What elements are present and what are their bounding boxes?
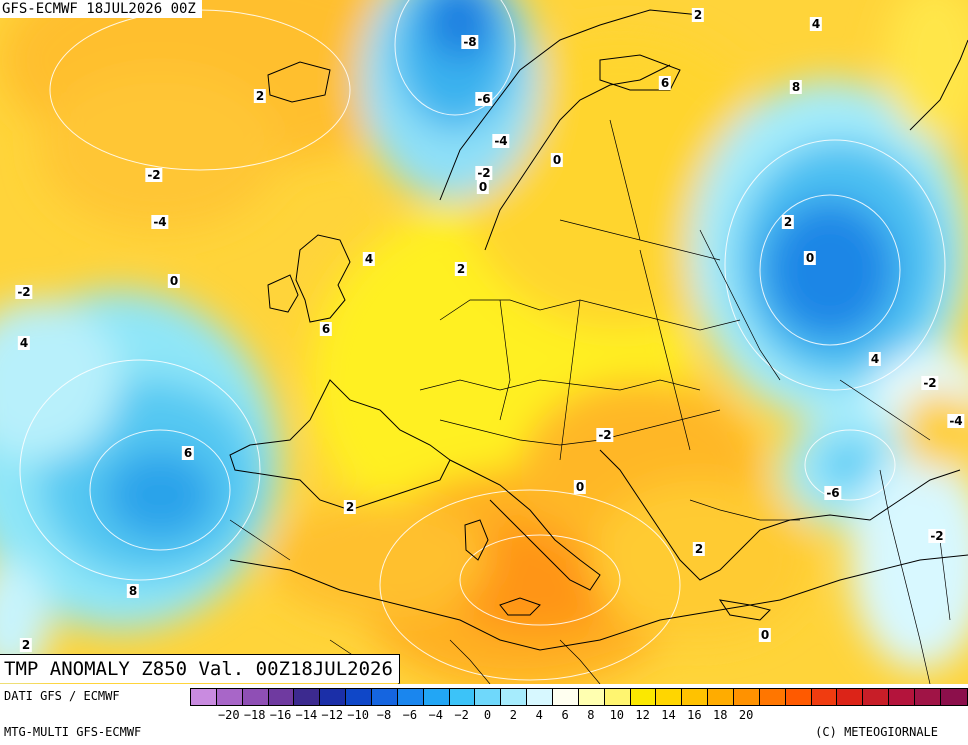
legend-swatch [915, 689, 941, 705]
legend-swatch [940, 689, 967, 705]
legend-tick-label: 16 [687, 708, 702, 722]
legend-swatch [294, 689, 321, 705]
legend-swatch [216, 689, 243, 705]
legend-swatch [604, 689, 631, 705]
legend-tick-label: 4 [535, 708, 543, 722]
contour-label: -2 [15, 285, 33, 299]
contour-label: 0 [803, 251, 817, 265]
contour-label: 4 [362, 252, 376, 266]
contour-label: -2 [921, 376, 939, 390]
legend-swatch [682, 689, 709, 705]
contour-label: 0 [573, 480, 587, 494]
legend-tick-label: 18 [713, 708, 728, 722]
temperature-anomaly-map [0, 0, 968, 684]
anomaly-field [0, 0, 968, 684]
contour-label: 0 [476, 180, 490, 194]
legend-swatch [889, 689, 916, 705]
legend-swatch [527, 689, 554, 705]
legend-tick-label: −14 [295, 708, 318, 722]
legend-swatch [759, 689, 786, 705]
legend-tick-label: −18 [243, 708, 266, 722]
contour-label: -2 [928, 529, 946, 543]
contour-label: -2 [475, 166, 493, 180]
legend-tick-label: −6 [402, 708, 418, 722]
legend-swatch [501, 689, 528, 705]
product-label: MTG-MULTI GFS-ECMWF [4, 725, 142, 739]
contour-label: 4 [17, 336, 31, 350]
legend-swatch [242, 689, 269, 705]
legend-swatch [837, 689, 864, 705]
legend-swatch [191, 689, 217, 705]
legend-swatch [811, 689, 838, 705]
contour-label: -2 [145, 168, 163, 182]
legend-tick-label: −20 [217, 708, 240, 722]
contour-label: 4 [809, 17, 823, 31]
contour-label: -4 [947, 414, 965, 428]
contour-label: -6 [475, 92, 493, 106]
legend-tick-label: −2 [454, 708, 469, 722]
legend-tick-label: −10 [347, 708, 369, 722]
legend-tick-label: 14 [661, 708, 676, 722]
legend-swatch [372, 689, 398, 705]
contour-label: 2 [781, 215, 795, 229]
contour-label: 8 [789, 80, 803, 94]
contour-label: -4 [151, 215, 169, 229]
copyright-label: (C) METEOGIORNALE [815, 725, 938, 739]
contour-label: -2 [596, 428, 614, 442]
contour-label: 2 [253, 89, 267, 103]
contour-label: 2 [343, 500, 357, 514]
contour-label: 2 [692, 542, 706, 556]
legend-tick-label: 10 [609, 708, 625, 722]
legend-swatch [320, 689, 347, 705]
legend-tick-label: 2 [509, 708, 517, 722]
legend-swatch [397, 689, 424, 705]
contour-label: 6 [319, 322, 333, 336]
legend-ticks: −20 −18 −16 −14 −12 −10 −8 −6 −4 −2 0 2 4 6 8 10 12 14 16 1… [190, 708, 966, 724]
contour-label: 0 [758, 628, 772, 642]
contour-label: 4 [868, 352, 882, 366]
contour-label: 0 [550, 153, 564, 167]
contour-label: 0 [167, 274, 181, 288]
legend-tick-label: −8 [376, 708, 392, 722]
contour-label: -4 [492, 134, 510, 148]
legend-tick-label: −16 [269, 708, 292, 722]
legend-swatch [630, 689, 657, 705]
contour-label: -6 [824, 486, 842, 500]
contour-label: 2 [691, 8, 705, 22]
legend-swatch [863, 689, 890, 705]
legend-swatch [578, 689, 605, 705]
contour-label: 6 [181, 446, 195, 460]
model-run-header: GFS-ECMWF 18JUL2026 00Z [0, 0, 202, 18]
legend-swatch [268, 689, 295, 705]
legend-swatch [656, 689, 683, 705]
map-title: TMP ANOMALY Z850 Val. 00Z18JUL2026 [0, 654, 400, 683]
legend-swatch [708, 689, 735, 705]
legend-tick-label: 6 [561, 708, 569, 722]
legend-swatch [734, 689, 760, 705]
legend-tick-label: 0 [483, 708, 492, 722]
color-scale-legend [190, 688, 968, 706]
contour-label: 2 [19, 638, 33, 652]
legend-swatch [423, 689, 450, 705]
legend-swatch [475, 689, 502, 705]
legend-tick-label: −4 [428, 708, 443, 722]
legend-swatch [449, 689, 476, 705]
legend-tick-label: 20 [738, 708, 754, 722]
legend-tick-label: −12 [321, 708, 344, 722]
legend-tick-label: 12 [635, 708, 650, 722]
contour-label: 8 [126, 584, 140, 598]
legend-tick-label: 8 [587, 708, 595, 722]
contour-label: -8 [461, 35, 479, 49]
legend-swatch [346, 689, 373, 705]
legend-swatch [785, 689, 812, 705]
data-source-label: DATI GFS / ECMWF [4, 689, 120, 703]
contour-label: 6 [658, 76, 672, 90]
contour-label: 2 [454, 262, 468, 276]
legend-swatch [553, 689, 579, 705]
